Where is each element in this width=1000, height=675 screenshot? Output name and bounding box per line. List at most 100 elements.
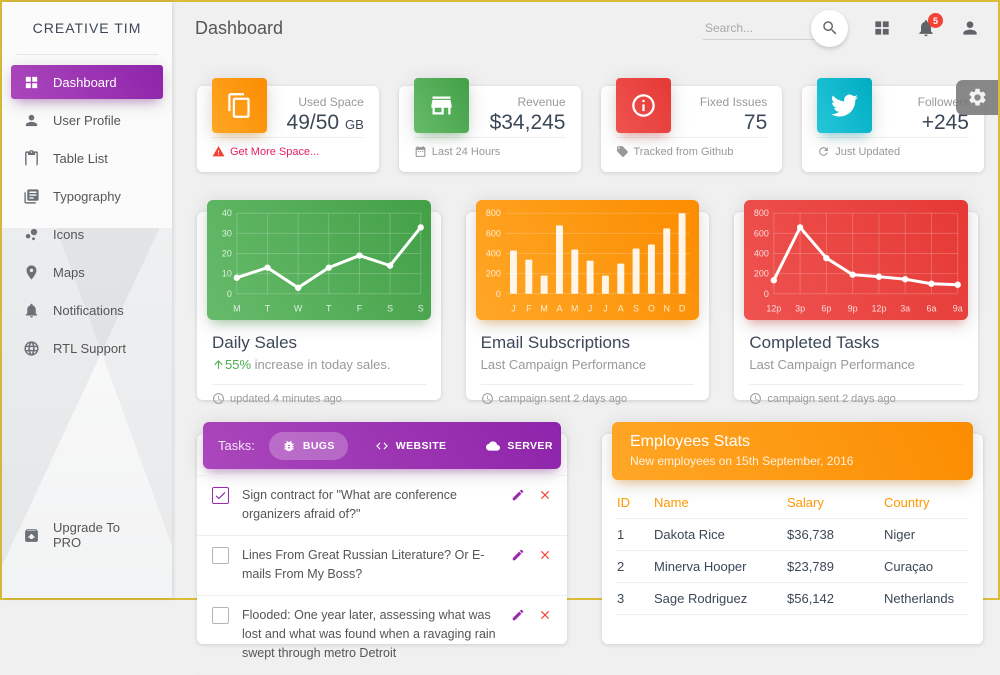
sidebar-item-maps[interactable]: Maps (11, 255, 163, 289)
sidebar-item-rtl-support[interactable]: RTL Support (11, 331, 163, 365)
sidebar-item-notifications[interactable]: Notifications (11, 293, 163, 327)
svg-text:400: 400 (486, 249, 501, 259)
completed-tasks-chart: 0 200 400 600 800 12p 3p 6p 9p 12p 3a 6a 9a (754, 208, 963, 314)
edit-task-button[interactable] (511, 548, 525, 562)
search-button[interactable] (811, 9, 848, 47)
svg-text:O: O (648, 304, 655, 314)
remove-task-button[interactable] (538, 488, 552, 502)
tab-bugs[interactable]: BUGS (268, 431, 348, 460)
dashboard-icon (23, 74, 40, 91)
sidebar-item-typography[interactable]: Typography (11, 179, 163, 213)
svg-text:F: F (526, 304, 532, 314)
chart-title: Daily Sales (212, 333, 298, 352)
svg-text:6p: 6p (822, 304, 832, 314)
navbar-right: 5 (703, 9, 980, 47)
arrow-up-icon (212, 358, 225, 371)
stat-value: $34,245 (489, 111, 566, 134)
sidebar-item-upgrade-pro[interactable]: Upgrade To PRO (11, 518, 163, 552)
stat-footer-link[interactable]: Get More Space... (230, 145, 320, 158)
used-space-card: Used Space 49/50 GB Get More Space... (197, 78, 379, 172)
copy-icon (212, 78, 267, 133)
divider (615, 137, 768, 138)
table-row: 1 Dakota Rice $36,738 Niger (617, 519, 968, 551)
task-checkbox[interactable] (212, 487, 229, 504)
remove-task-button[interactable] (538, 548, 552, 562)
charts-row: 0 10 20 30 40 M T W T F S S Daily Sales 55% increas… (197, 200, 979, 405)
svg-text:A: A (556, 304, 562, 314)
grid-icon (872, 18, 892, 38)
svg-text:600: 600 (486, 228, 501, 238)
calendar-icon (414, 145, 427, 158)
chart-footer: campaign sent 2 days ago (466, 385, 710, 412)
svg-text:T: T (326, 304, 332, 314)
tab-server[interactable]: SERVER (473, 432, 565, 460)
svg-text:9a: 9a (953, 304, 963, 314)
page-title: Dashboard (195, 17, 284, 38)
tab-website[interactable]: WEBSITE (362, 432, 460, 460)
divider (817, 137, 969, 138)
sidebar-item-user-profile[interactable]: User Profile (11, 103, 163, 137)
edit-task-button[interactable] (511, 608, 525, 622)
sidebar-item-label: Maps (53, 264, 85, 280)
pencil-icon (511, 548, 525, 562)
task-actions (511, 548, 552, 562)
chart-subtitle: Last Campaign Performance (749, 357, 915, 372)
table-row: 2 Minerva Hooper $23,789 Curaçao (617, 551, 968, 583)
svg-text:T: T (265, 304, 271, 314)
tasks-header: Tasks: BUGS WEBSITE SERVER (203, 422, 561, 469)
svg-text:J: J (588, 304, 592, 314)
sidebar-item-table-list[interactable]: Table List (11, 141, 163, 175)
tag-icon (616, 145, 629, 158)
task-text: Flooded: One year later, assessing what … (242, 607, 496, 661)
svg-text:W: W (294, 304, 303, 314)
close-icon (538, 548, 552, 562)
chart-footer: updated 4 minutes ago (197, 385, 441, 412)
col-country: Country (884, 495, 930, 510)
sidebar: CREATIVE TIM Dashboard User Profile Tabl… (2, 2, 172, 598)
search-input[interactable] (703, 16, 825, 40)
library-books-icon (23, 188, 40, 205)
cloud-icon (486, 439, 500, 453)
notifications-button[interactable]: 5 (916, 13, 943, 38)
employees-title: Employees Stats (630, 433, 751, 450)
task-checkbox[interactable] (212, 606, 229, 624)
sidebar-item-dashboard[interactable]: Dashboard (11, 65, 163, 99)
remove-task-button[interactable] (538, 608, 552, 622)
bug-icon (282, 439, 296, 453)
profile-button[interactable] (960, 18, 980, 38)
sidebar-item-label: Typography (53, 188, 121, 204)
sidebar-item-label: Dashboard (53, 74, 117, 90)
svg-text:S: S (387, 304, 393, 314)
person-icon (960, 18, 980, 38)
pencil-icon (511, 488, 525, 502)
svg-text:800: 800 (486, 208, 501, 218)
task-row: Flooded: One year later, assessing what … (197, 596, 567, 675)
svg-text:D: D (679, 304, 686, 314)
twitter-icon (817, 78, 873, 133)
daily-sales-chart: 0 10 20 30 40 M T W T F S S (222, 208, 424, 314)
stat-category: Fixed Issues (699, 95, 768, 109)
settings-fab-button[interactable] (956, 80, 998, 115)
stat-footer: Tracked from Github (601, 138, 783, 165)
svg-text:9p: 9p (848, 304, 858, 314)
sidebar-item-label: Notifications (53, 302, 124, 318)
divider (212, 384, 426, 385)
gear-icon (967, 87, 988, 108)
brand-separator (16, 54, 158, 55)
svg-text:M: M (233, 304, 240, 314)
divider (480, 384, 695, 385)
svg-text:F: F (357, 304, 363, 314)
bell-icon (23, 302, 40, 319)
bottom-row: Tasks: BUGS WEBSITE SERVER Sign contrac (197, 422, 983, 675)
sidebar-item-icons[interactable]: Icons (11, 217, 163, 251)
chart-title: Email Subscriptions (480, 333, 630, 352)
svg-text:J: J (511, 304, 515, 314)
task-checkbox[interactable] (212, 546, 229, 564)
apps-grid-button[interactable] (872, 18, 892, 38)
edit-task-button[interactable] (511, 488, 525, 502)
stat-footer[interactable]: Get More Space... (197, 138, 379, 165)
svg-text:3p: 3p (795, 304, 805, 314)
code-icon (375, 439, 389, 453)
svg-text:0: 0 (227, 289, 232, 299)
